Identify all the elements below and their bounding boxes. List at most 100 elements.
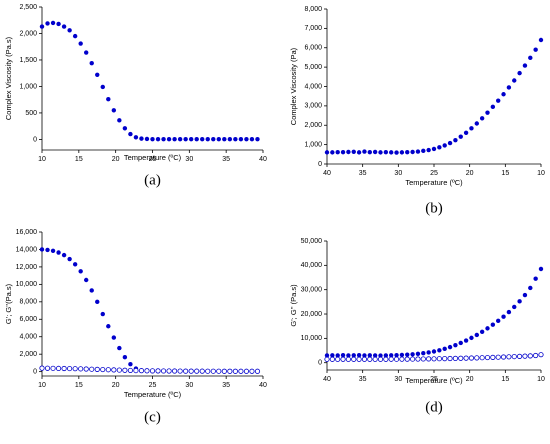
data-point [72, 262, 78, 267]
y-tick-label: 4,000 [19, 334, 37, 341]
data-point [138, 368, 145, 374]
data-point [405, 352, 410, 357]
data-point [394, 352, 399, 358]
data-point [533, 47, 538, 52]
y-axis-title: G'; G'' (Pa.s) [289, 284, 298, 327]
data-point [128, 131, 133, 137]
data-point [420, 356, 426, 362]
data-point [458, 134, 463, 139]
data-point [340, 149, 346, 155]
data-point [517, 70, 522, 76]
x-tick-label: 20 [112, 156, 120, 163]
data-point [517, 299, 522, 304]
data-point [84, 277, 89, 283]
data-point [133, 135, 139, 140]
data-point [205, 136, 210, 142]
data-point [227, 136, 233, 142]
y-tick-label: 1,500 [19, 57, 37, 64]
data-point [367, 356, 373, 362]
data-point [160, 368, 167, 374]
data-point [45, 21, 50, 26]
data-point [111, 335, 117, 340]
data-point [177, 368, 183, 374]
y-axis-title: G'; G''(Pa.s) [4, 283, 13, 324]
data-point [501, 92, 506, 97]
data-point [144, 368, 150, 374]
data-point [50, 365, 56, 371]
y-tick-label: 0 [318, 360, 322, 367]
x-tick-label: 15 [75, 382, 83, 389]
data-point [506, 309, 512, 315]
data-point [495, 354, 501, 360]
data-point [474, 355, 480, 361]
panel-label: (d) [425, 399, 443, 415]
data-point [436, 356, 442, 362]
data-point [94, 366, 100, 372]
y-tick-label: 0 [33, 136, 37, 143]
data-point [149, 368, 156, 374]
data-point [431, 356, 437, 362]
data-point [330, 150, 335, 155]
data-point [356, 352, 362, 358]
data-point [100, 366, 106, 373]
data-point [221, 368, 227, 374]
data-point [528, 285, 533, 291]
y-tick-label: 10,000 [16, 281, 38, 288]
x-tick-label: 25 [430, 170, 438, 177]
data-point [116, 367, 122, 373]
data-point [399, 356, 405, 362]
x-tick-label: 15 [501, 170, 509, 177]
data-point [512, 304, 517, 310]
data-point [183, 136, 188, 142]
x-tick-label: 40 [259, 382, 267, 389]
data-point [128, 362, 133, 367]
data-point [415, 356, 421, 362]
data-point [506, 354, 512, 360]
y-tick-label: 2,000 [19, 351, 37, 358]
data-point [377, 356, 384, 362]
data-point [188, 136, 194, 142]
data-point [210, 368, 216, 374]
y-tick-label: 2,000 [304, 122, 322, 129]
y-tick-label: 8,000 [19, 299, 37, 306]
data-point [45, 247, 50, 253]
y-tick-label: 12,000 [16, 264, 38, 271]
data-point [388, 356, 394, 362]
x-tick-label: 30 [185, 382, 193, 389]
data-point [95, 299, 100, 305]
x-tick-label: 25 [430, 376, 438, 383]
data-point [469, 126, 474, 131]
x-tick-label: 35 [222, 156, 230, 163]
data-point [361, 356, 368, 362]
data-point [533, 352, 539, 359]
data-point [233, 136, 238, 142]
data-point [330, 353, 335, 358]
y-tick-label: 0 [33, 368, 37, 375]
data-point [244, 136, 249, 142]
data-point [67, 365, 73, 372]
data-point [117, 345, 122, 351]
data-point [426, 350, 431, 355]
data-point [437, 348, 442, 353]
x-tick-label: 20 [466, 170, 474, 177]
data-point [78, 269, 83, 274]
x-tick-label: 20 [466, 376, 474, 383]
x-tick-label: 35 [359, 376, 367, 383]
data-point [100, 311, 105, 317]
data-point [490, 322, 496, 327]
data-point [351, 149, 356, 154]
data-point [383, 353, 389, 358]
x-axis-title: Temperature (ºC) [405, 178, 463, 187]
x-tick-label: 40 [259, 156, 267, 163]
data-point [194, 368, 200, 374]
data-point [506, 85, 512, 90]
data-point [117, 118, 122, 123]
data-point [205, 368, 211, 374]
x-tick-label: 30 [185, 156, 193, 163]
data-point [335, 353, 340, 358]
data-point [458, 340, 463, 346]
x-tick-label: 30 [394, 376, 402, 383]
y-tick-label: 16,000 [16, 229, 38, 236]
data-point [426, 147, 431, 153]
data-point [50, 248, 56, 253]
